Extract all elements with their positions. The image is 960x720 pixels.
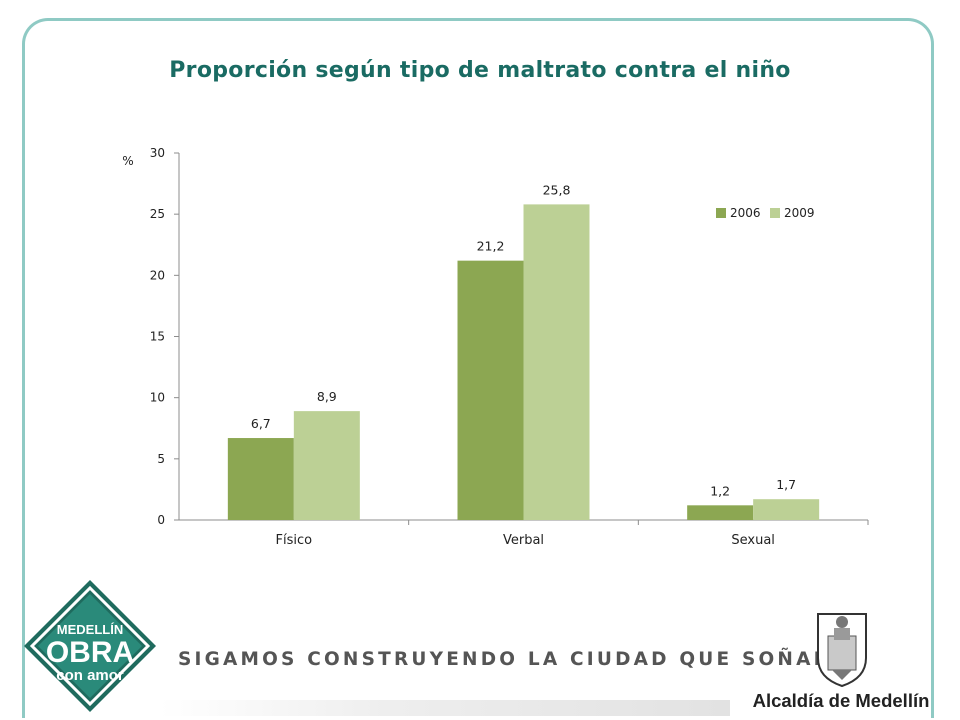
tagline: SIGAMOS CONSTRUYENDO LA CIUDAD QUE SOÑAM… xyxy=(178,649,871,670)
legend-label: 2006 xyxy=(730,206,761,220)
legend-swatch xyxy=(716,208,726,218)
data-label: 1,7 xyxy=(776,477,796,492)
bar xyxy=(753,499,820,520)
bar xyxy=(227,438,294,520)
legend-swatch xyxy=(770,208,780,218)
x-tick-label: Verbal xyxy=(503,533,544,548)
alcaldia-logo: Alcaldía de Medellín xyxy=(748,606,938,720)
bar xyxy=(523,204,590,520)
coat-of-arms-icon xyxy=(817,613,867,688)
bar xyxy=(293,411,360,520)
chart-title: Proporción según tipo de maltrato contra… xyxy=(169,58,791,83)
data-label: 21,2 xyxy=(477,239,505,254)
data-label: 25,8 xyxy=(543,182,571,197)
y-axis-label: % xyxy=(122,154,133,168)
y-tick-label: 10 xyxy=(150,391,165,405)
y-tick-label: 20 xyxy=(150,268,165,282)
y-tick-label: 0 xyxy=(157,513,165,527)
x-tick-label: Sexual xyxy=(731,533,775,548)
logo-line-1: MEDELLÍN xyxy=(57,622,123,637)
alcaldia-text: Alcaldía de Medellín xyxy=(752,690,930,711)
data-label: 8,9 xyxy=(317,389,337,404)
y-tick-label: 5 xyxy=(157,452,165,466)
medellin-obra-logo: MEDELLÍN OBRA con amor xyxy=(20,576,160,720)
y-tick-label: 30 xyxy=(150,146,165,160)
logo-line-2: OBRA xyxy=(46,636,134,669)
footer-bar xyxy=(160,700,730,716)
slide-frame xyxy=(22,18,934,718)
y-tick-label: 25 xyxy=(150,207,165,221)
x-tick-label: Físico xyxy=(276,533,313,548)
logo-line-3: con amor xyxy=(56,667,124,684)
y-tick-label: 15 xyxy=(150,330,165,344)
data-label: 6,7 xyxy=(251,416,271,431)
bar xyxy=(687,505,754,520)
legend-label: 2009 xyxy=(784,206,815,220)
bar xyxy=(457,260,524,520)
data-label: 1,2 xyxy=(710,483,730,498)
bar-chart: 0 5 10 15 20 25 30% Físico 6,7 8,9 Verbal 21,2 25,8 S… xyxy=(122,146,869,548)
